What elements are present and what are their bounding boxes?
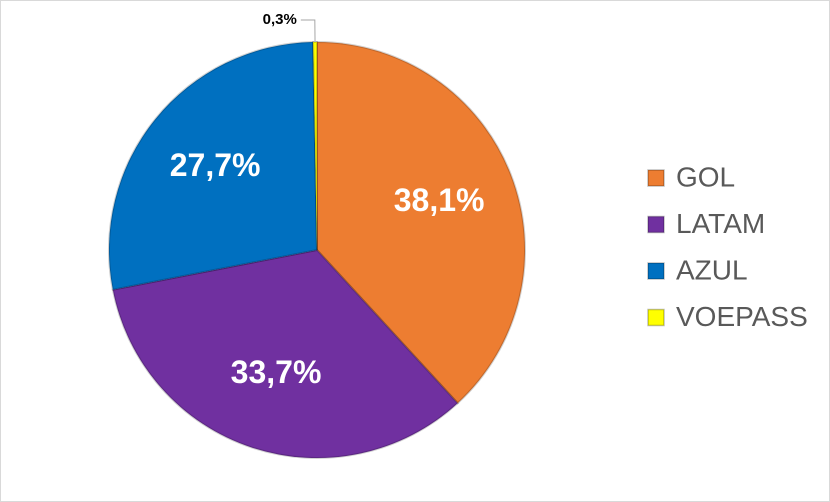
leader-line: [300, 19, 316, 43]
legend-swatch: [647, 215, 665, 234]
pie-slice: [108, 41, 319, 291]
legend-label: VOEPASS: [676, 301, 808, 332]
pie-slice: [312, 40, 318, 251]
legend-swatch: [647, 262, 665, 280]
pie-slice: [316, 40, 526, 405]
data-label: 27,7%: [170, 147, 261, 183]
data-label: 33,7%: [231, 354, 322, 390]
data-label: 0,3%: [263, 11, 297, 28]
legend-swatch: [647, 308, 665, 327]
legend-label: GOL: [676, 161, 735, 192]
pie-slice: [111, 248, 460, 459]
legend-swatch: [647, 169, 665, 187]
legend-label: LATAM: [676, 208, 765, 239]
legend-label: AZUL: [676, 254, 748, 285]
data-label: 38,1%: [394, 182, 485, 218]
